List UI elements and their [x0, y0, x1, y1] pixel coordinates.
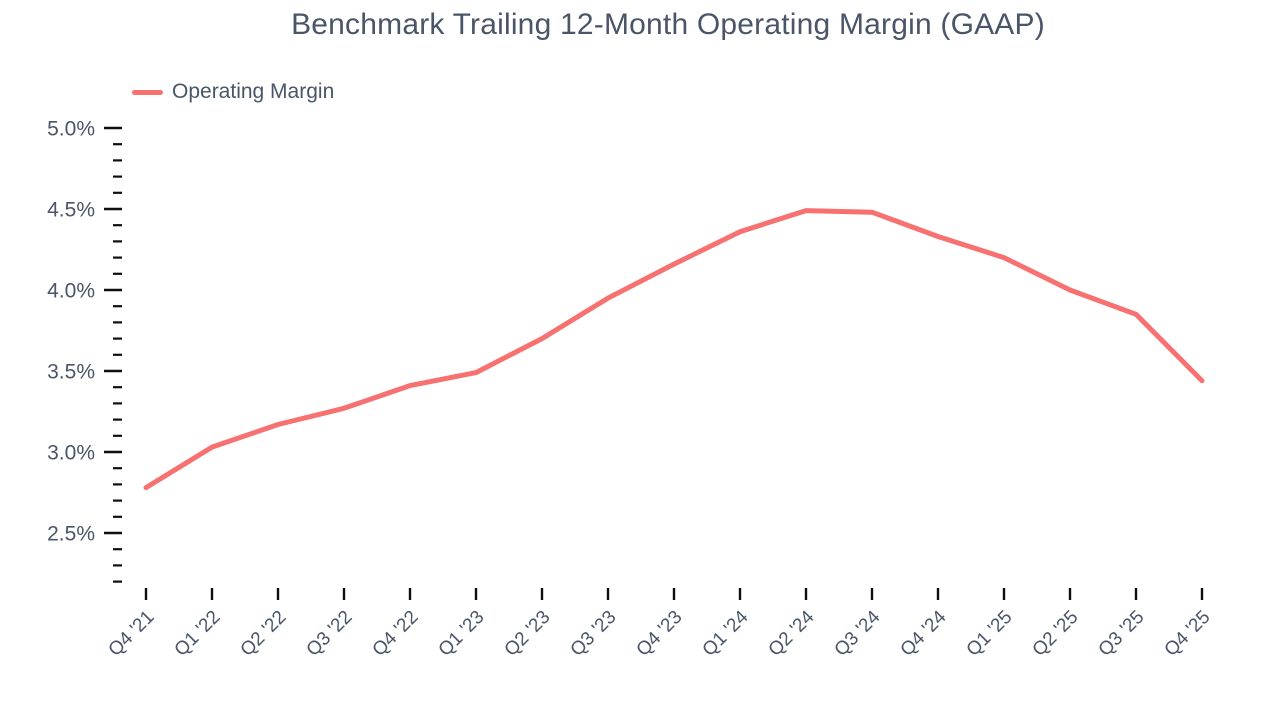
x-axis-tick-label: Q2 '25: [1029, 607, 1083, 661]
x-axis-tick-label: Q2 '22: [237, 607, 291, 661]
y-axis-tick-label: 4.5%: [47, 199, 95, 222]
x-axis-tick-label: Q4 '22: [369, 607, 423, 661]
x-axis-tick-label: Q4 '24: [897, 606, 951, 660]
x-axis-tick-label: Q2 '23: [501, 607, 555, 661]
x-axis-tick-label: Q3 '22: [303, 607, 357, 661]
y-axis-tick-label: 3.0%: [47, 442, 95, 465]
x-axis-tick-label: Q4 '23: [633, 607, 687, 661]
x-axis-tick-label: Q1 '22: [171, 607, 225, 661]
x-axis-tick-label: Q3 '23: [567, 607, 621, 661]
legend-line-swatch-icon: [132, 89, 163, 95]
x-axis-tick-label: Q4 '21: [105, 607, 159, 661]
legend-label: Operating Margin: [172, 80, 335, 103]
x-axis-tick-label: Q1 '23: [435, 607, 489, 661]
series-line-operating-margin: [143, 208, 1205, 491]
x-axis-tick-label: Q3 '24: [831, 606, 885, 660]
legend: Operating Margin: [132, 80, 334, 104]
x-axis-tick-label: Q2 '24: [765, 606, 819, 660]
x-axis-tick-label: Q4 '25: [1161, 607, 1215, 661]
y-axis-tick-label: 4.0%: [47, 280, 95, 303]
x-axis-tick-label: Q3 '25: [1095, 607, 1149, 661]
y-axis-tick-label: 2.5%: [47, 523, 95, 546]
x-axis-tick-label: Q1 '25: [963, 607, 1017, 661]
x-axis-tick-label: Q1 '24: [699, 606, 753, 660]
y-axis-tick-label: 5.0%: [47, 118, 95, 141]
chart-title: Benchmark Trailing 12-Month Operating Ma…: [291, 8, 1045, 41]
y-axis-tick-label: 3.5%: [47, 361, 95, 384]
